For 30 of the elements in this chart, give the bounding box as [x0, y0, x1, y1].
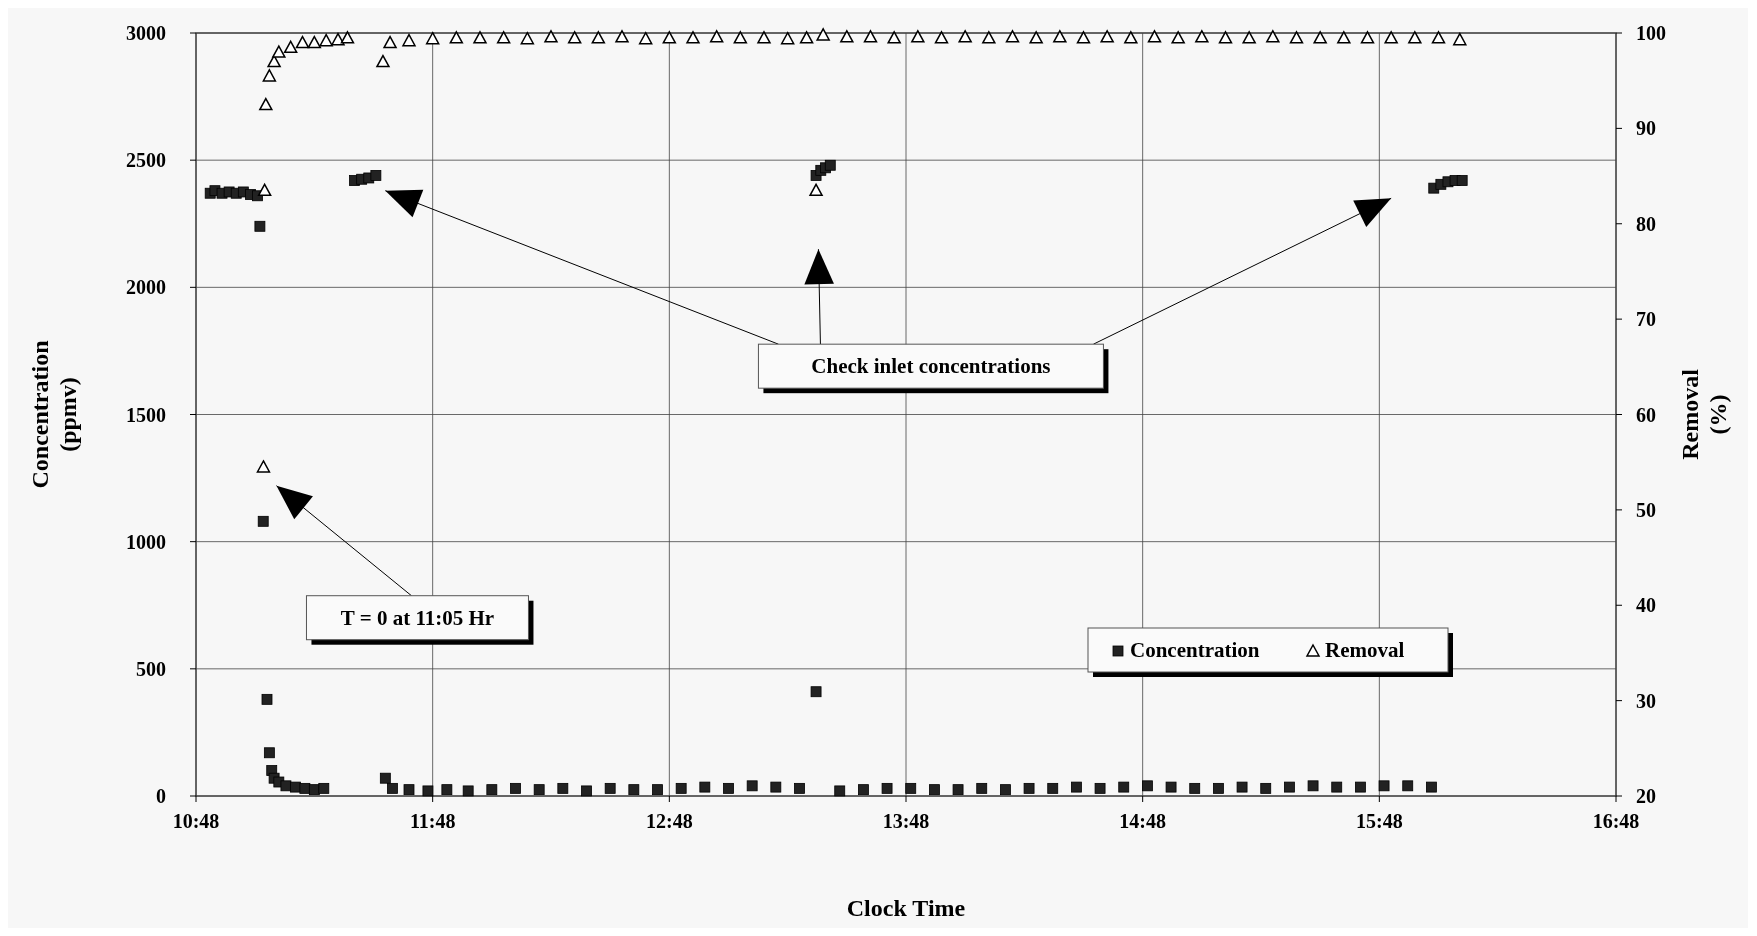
y-tick-label: 2000: [126, 276, 166, 299]
x-tick-label: 10:48: [172, 810, 220, 832]
x-tick-label: 12:48: [646, 810, 693, 832]
legend-label: Removal: [1325, 638, 1405, 662]
y2-axis-title: Removal (%): [1677, 368, 1731, 460]
y2-tick-label: 90: [1636, 117, 1656, 140]
y-axis-title: Concentration (ppmv): [27, 340, 81, 489]
y2-tick-label: 30: [1636, 689, 1656, 712]
y-tick-label: 3000: [126, 22, 166, 44]
y-tick-label: 500: [136, 657, 166, 680]
x-tick-label: 15:48: [1356, 810, 1403, 832]
y2-tick-label: 20: [1636, 785, 1656, 807]
y2-tick-label: 50: [1636, 498, 1656, 521]
x-tick-label: 14:48: [1119, 810, 1166, 832]
y2-tick-label: 60: [1636, 403, 1656, 426]
x-tick-label: 16:48: [1592, 810, 1640, 832]
y2-tick-label: 70: [1636, 308, 1656, 331]
annotation: T = 0 at 11:05 Hr: [340, 605, 495, 630]
legend-label: Concentration: [1130, 638, 1260, 662]
y2-tick-label: 100: [1636, 22, 1666, 44]
x-tick-label: 13:48: [882, 810, 930, 832]
y-tick-label: 2500: [126, 149, 166, 172]
x-axis-title: Clock Time: [846, 895, 966, 921]
y2-tick-label: 40: [1636, 594, 1656, 617]
y-tick-label: 1500: [126, 403, 166, 426]
annotation: Check inlet concentrations: [811, 354, 1051, 379]
y-tick-label: 0: [156, 785, 166, 807]
x-tick-label: 11:48: [409, 810, 456, 832]
y2-tick-label: 80: [1636, 212, 1656, 235]
y-tick-label: 1000: [126, 530, 166, 553]
